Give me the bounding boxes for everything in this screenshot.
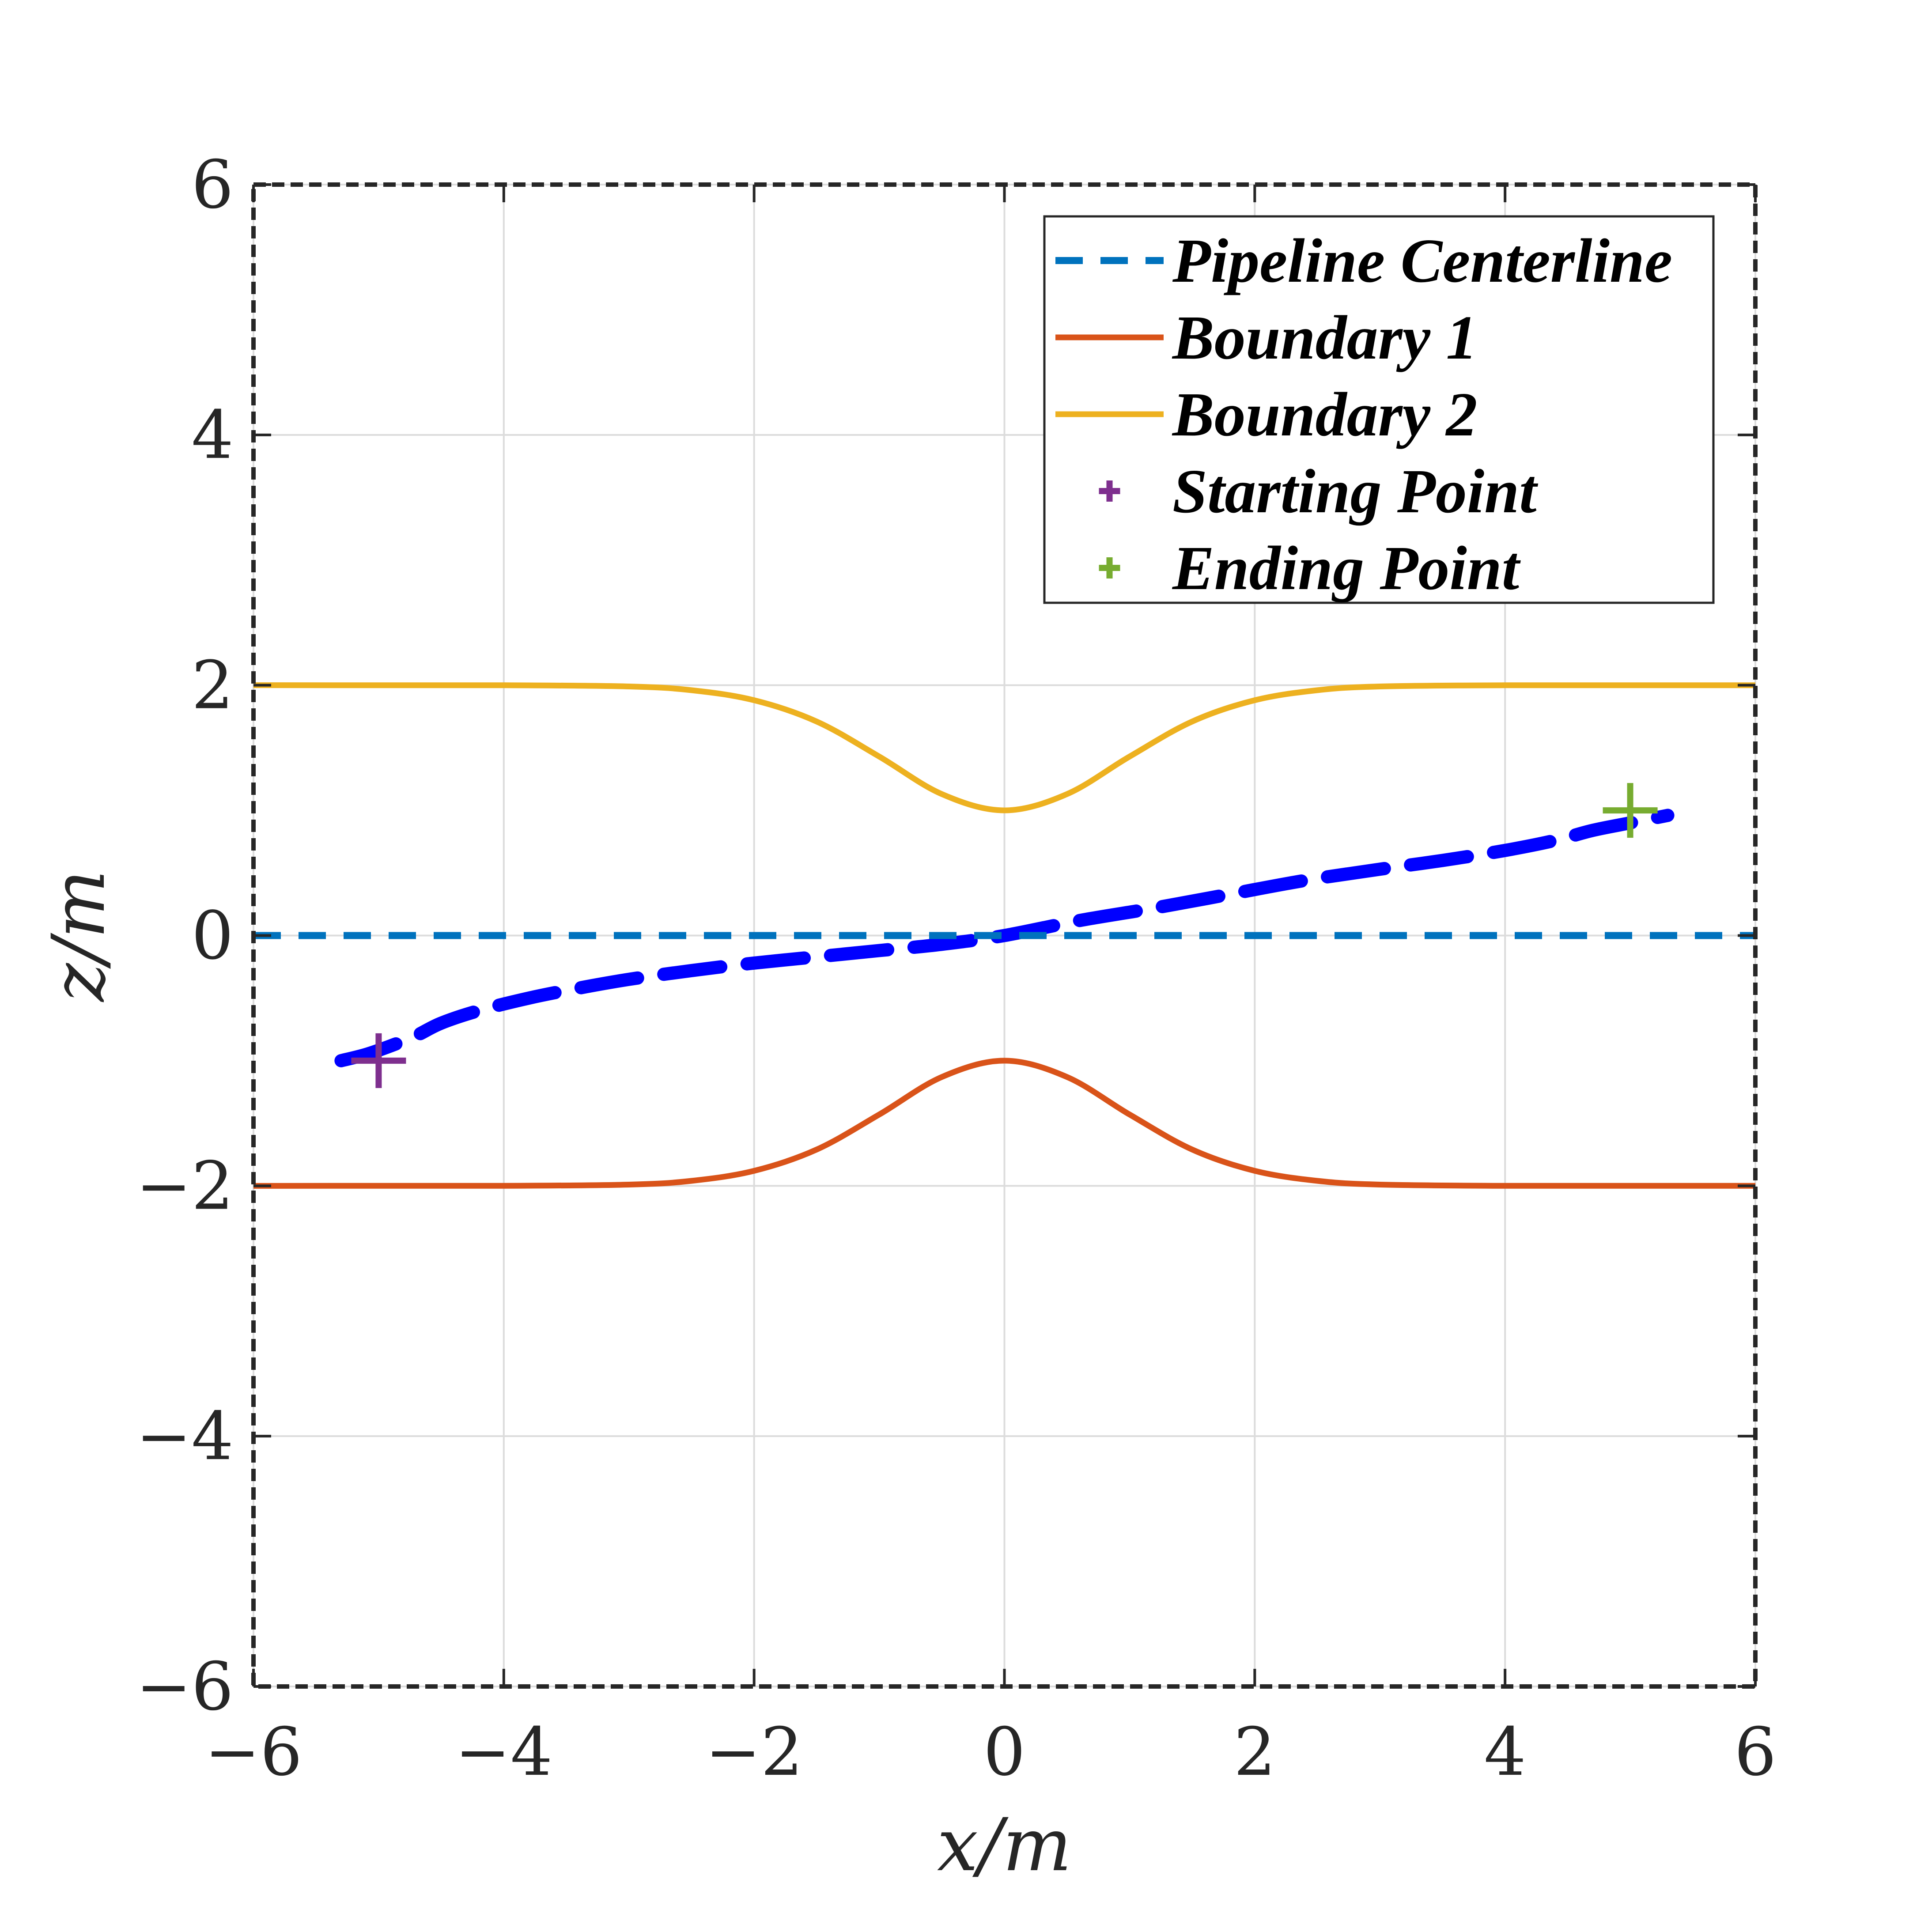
y-tick-label: 0 bbox=[192, 898, 234, 975]
y-tick-label: 4 bbox=[192, 397, 234, 474]
tick-marks bbox=[252, 183, 1757, 1688]
x-tick-label: 4 bbox=[1484, 1714, 1526, 1791]
x-tick-label: −2 bbox=[705, 1714, 803, 1791]
legend-swatch-starting-point bbox=[1099, 480, 1120, 502]
x-tick-label: 0 bbox=[983, 1714, 1025, 1791]
series-boundary-2 bbox=[253, 682, 1755, 813]
marker-starting-point bbox=[351, 1033, 406, 1088]
tick-labels: −6 −4 −2 0 2 4 6 −6 −4 −2 0 2 4 6 bbox=[136, 147, 1777, 1791]
y-axis-title: z/m bbox=[36, 870, 121, 1002]
series-group bbox=[253, 682, 1755, 1189]
legend-label-boundary-1: Boundary 1 bbox=[1172, 302, 1477, 372]
marker-ending-point bbox=[1603, 783, 1658, 838]
y-tick-label: −6 bbox=[136, 1648, 234, 1725]
y-tick-label: −2 bbox=[136, 1148, 234, 1225]
trajectory-line bbox=[334, 809, 1675, 1067]
x-tick-label: 2 bbox=[1234, 1714, 1276, 1791]
y-tick-label: 2 bbox=[192, 647, 234, 724]
legend-label-boundary-2: Boundary 2 bbox=[1172, 379, 1477, 449]
legend-box bbox=[1043, 215, 1715, 604]
legend-label-pipeline-centerline: Pipeline Centerline bbox=[1172, 226, 1672, 295]
x-tick-label: −4 bbox=[455, 1714, 552, 1791]
x-axis-title: x/m bbox=[937, 1803, 1072, 1887]
x-tick-label: −6 bbox=[204, 1714, 302, 1791]
y-tick-label: 6 bbox=[192, 147, 234, 223]
x-tick-label: 6 bbox=[1734, 1714, 1776, 1791]
y-tick-label: −4 bbox=[136, 1398, 234, 1475]
legend-swatch-ending-point bbox=[1099, 557, 1120, 578]
legend-label-ending-point: Ending Point bbox=[1172, 533, 1521, 603]
legend-label-starting-point: Starting Point bbox=[1172, 456, 1538, 526]
series-boundary-1 bbox=[253, 1058, 1755, 1189]
